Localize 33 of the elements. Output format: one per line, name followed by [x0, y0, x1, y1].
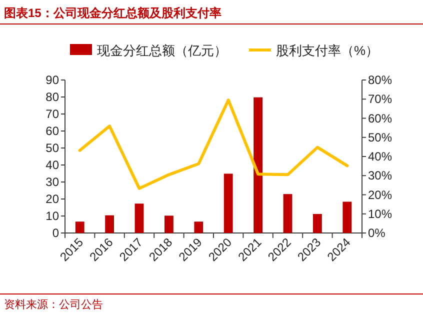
bar — [283, 194, 292, 233]
y-tick-label: 0 — [52, 226, 60, 240]
bar — [134, 204, 144, 233]
y-tick-label: 80 — [46, 90, 60, 104]
y-tick-label: 60 — [46, 124, 60, 138]
y2-tick-label: 0% — [368, 226, 386, 240]
bar — [342, 202, 352, 233]
chart-title: 图表15：公司现金分红总额及股利支付率 — [4, 6, 222, 20]
y-tick-label: 40 — [46, 158, 60, 172]
y2-tick-label: 20% — [368, 188, 392, 202]
y2-tick-label: 50% — [368, 130, 392, 144]
y2-tick-label: 80% — [368, 73, 392, 87]
bar — [194, 222, 204, 233]
y2-tick-label: 40% — [368, 150, 392, 164]
bar — [105, 215, 114, 233]
y-tick-label: 10 — [46, 209, 60, 223]
y2-tick-label: 10% — [368, 206, 392, 221]
text: 资料来源：公司公告 — [4, 298, 103, 311]
y2-tick-label: 70% — [368, 92, 392, 106]
legend-label: 股利支付率（%） — [276, 43, 379, 58]
y-tick-label: 70 — [46, 107, 60, 121]
bar — [312, 214, 322, 233]
bar — [224, 174, 233, 233]
y-tick-label: 20 — [46, 192, 60, 206]
bar — [254, 97, 263, 233]
y2-tick-label: 30% — [368, 168, 392, 183]
bar — [164, 216, 174, 233]
legend-label: 现金分红总额（亿元） — [97, 43, 227, 58]
bar — [75, 222, 84, 233]
y-tick-label: 90 — [46, 73, 60, 87]
y-tick-label: 50 — [46, 141, 60, 155]
y2-tick-label: 60% — [368, 111, 392, 126]
y-tick-label: 30 — [46, 175, 60, 189]
